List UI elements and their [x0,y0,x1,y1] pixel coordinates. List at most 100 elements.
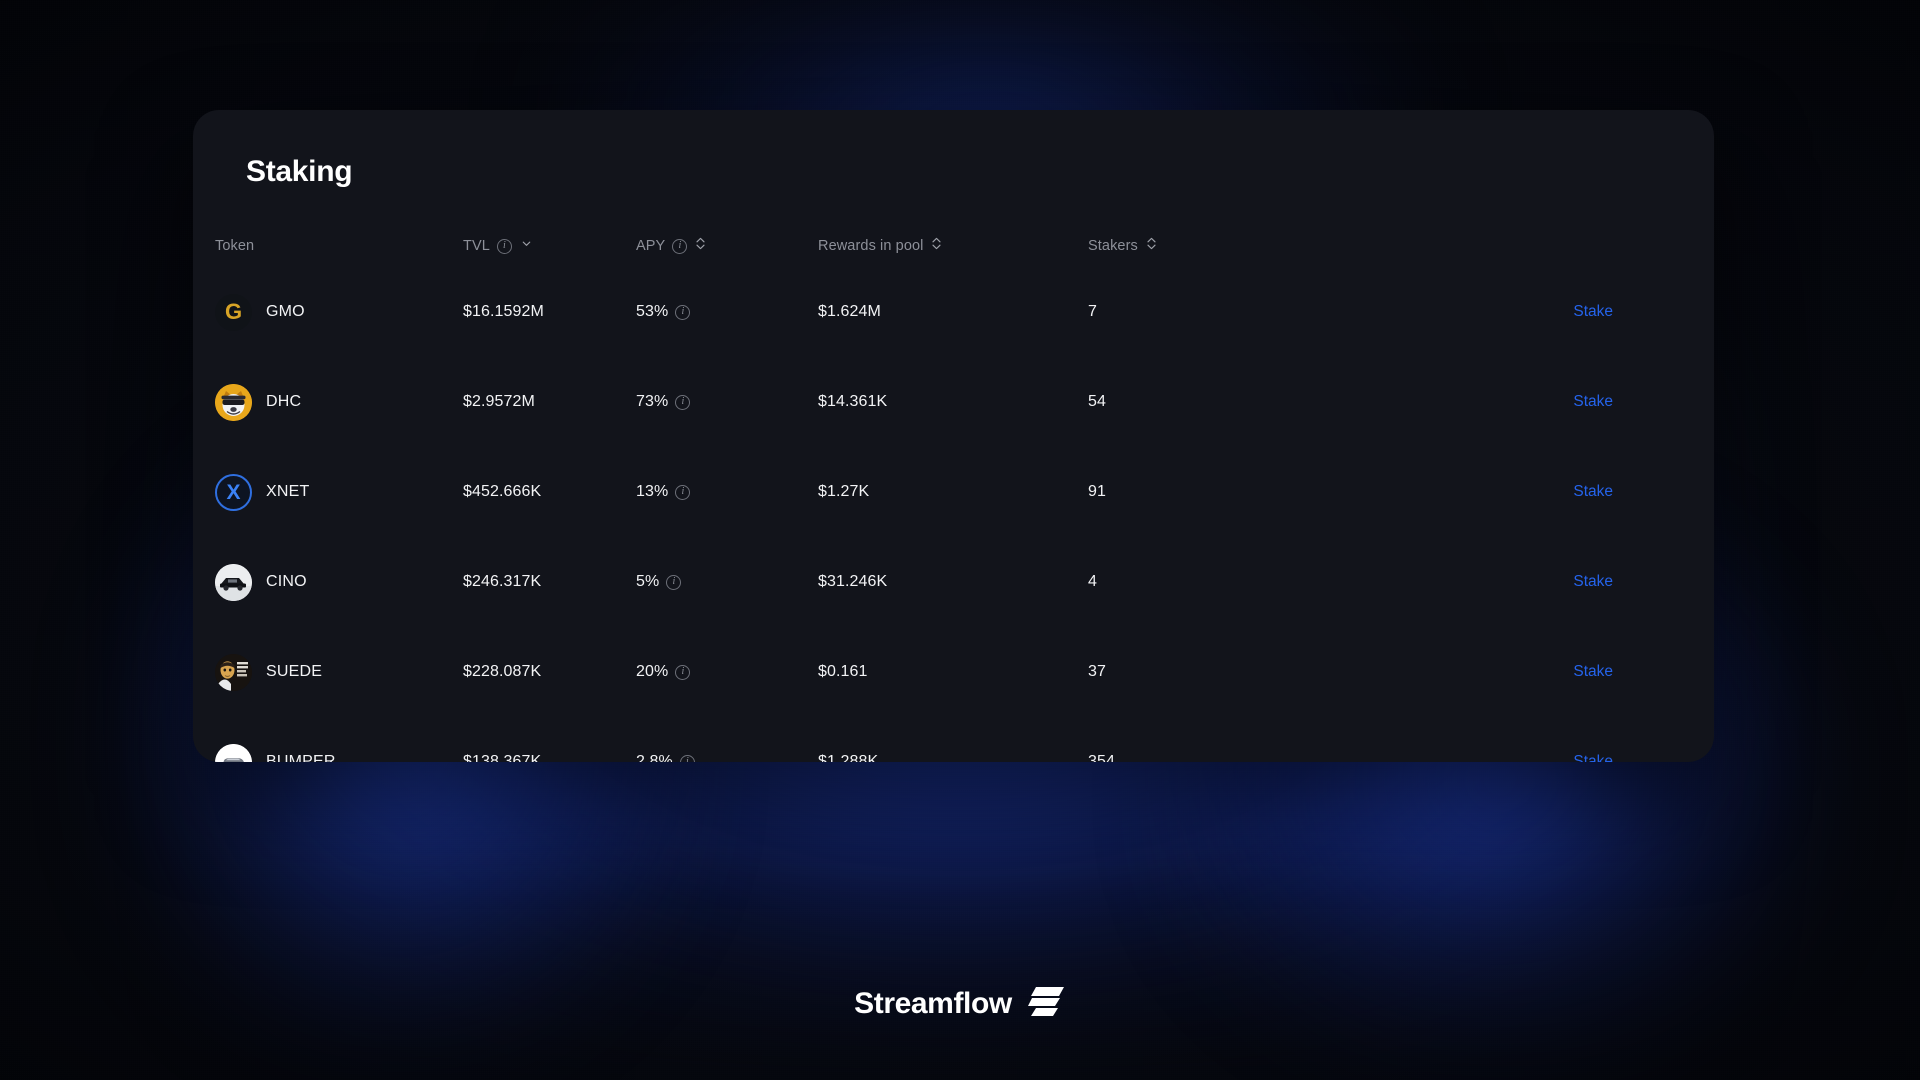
table-row[interactable]: CINO $246.317K 5% i $31.246K 4 Stake [193,537,1714,627]
sort-updown-icon[interactable] [931,236,942,256]
cino-token-logo [215,563,252,601]
column-header-rewards-in-pool[interactable]: Rewards in pool [818,236,942,256]
rewards-value: $14.361K [818,393,888,410]
table-row[interactable]: G GMO $16.1592M 53% i $1.624M 7 Stake [193,267,1714,357]
tvl-cell: $452.666K [463,483,541,501]
column-header-label: APY [636,238,666,254]
stakers-cell: 4 [1088,573,1097,591]
action-cell: Stake [1293,483,1668,501]
sort-updown-icon[interactable] [1146,236,1157,256]
info-icon[interactable]: i [675,484,691,500]
column-header-label: Token [215,238,255,254]
chevron-down-icon[interactable] [520,237,533,255]
token-cell: G GMO [215,293,305,331]
apy-value: 20% [636,663,669,680]
rewards-cell: $0.161 [818,663,868,681]
info-icon[interactable]: i [675,304,691,320]
stakers-cell: 7 [1088,303,1097,321]
stakers-value: 4 [1088,573,1097,590]
token-glyph: G [224,299,243,324]
info-icon[interactable]: i [675,394,691,410]
xnet-token-logo: X [215,473,252,511]
rewards-cell: $1.624M [818,303,881,321]
table-row[interactable]: SUEDE $228.087K 20% i $0.161 37 Stake [193,627,1714,717]
apy-cell: 5% i [636,573,682,591]
column-header-tvl[interactable]: TVL i [463,237,533,255]
stake-button[interactable]: Stake [1573,573,1613,590]
table-header-row: Token TVL i APY i [193,225,1714,267]
info-icon[interactable]: i [672,238,688,254]
token-glyph: X [226,480,241,504]
suede-token-logo [215,653,252,691]
info-icon[interactable]: i [675,664,691,680]
token-name: DHC [266,393,302,410]
apy-cell: 73% i [636,393,691,411]
tvl-cell: $2.9572M [463,393,535,411]
rewards-value: $1.27K [818,483,870,500]
column-header-label: Rewards in pool [818,238,924,254]
table-row[interactable]: BUMPER $138.367K 2.8% i $1.288K 354 Stak… [193,717,1714,762]
stakers-value: 54 [1088,393,1106,410]
token-cell: CINO [215,563,307,601]
tvl-value: $2.9572M [463,393,535,410]
stake-button[interactable]: Stake [1573,753,1613,762]
token-cell: X XNET [215,473,310,511]
info-icon[interactable]: i [666,574,682,590]
stakers-cell: 37 [1088,663,1106,681]
stake-button[interactable]: Stake [1573,303,1613,320]
stakers-cell: 354 [1088,753,1115,762]
stakers-cell: 54 [1088,393,1106,411]
rewards-cell: $1.27K [818,483,869,501]
info-icon[interactable]: i [679,754,695,762]
stake-button[interactable]: Stake [1573,393,1613,410]
token-name: CINO [266,573,307,590]
footer: Streamflow [0,985,1920,1022]
column-header-label: TVL [463,238,490,254]
apy-value: 2.8% [636,753,673,762]
staking-card: Staking Token TVL i APY i [193,110,1714,762]
sort-updown-icon[interactable] [695,236,706,256]
rewards-cell: $14.361K [818,393,887,411]
apy-value: 5% [636,573,660,590]
stake-button[interactable]: Stake [1573,663,1613,680]
portrait-avatar-art [215,653,252,691]
apy-value: 53% [636,303,669,320]
tvl-cell: $246.317K [463,573,541,591]
page-title: Staking [246,155,353,188]
stakers-value: 37 [1088,663,1106,680]
action-cell: Stake [1293,663,1668,681]
staking-table: Token TVL i APY i [193,225,1714,762]
column-header-token[interactable]: Token [215,238,254,254]
streamflow-s-logo [1027,985,1066,1022]
action-cell: Stake [1293,303,1668,321]
car-avatar-art [215,743,252,762]
dog-avatar-art [215,383,252,421]
rewards-value: $1.288K [818,753,879,762]
tvl-cell: $228.087K [463,663,541,681]
apy-cell: 20% i [636,663,691,681]
rewards-value: $31.246K [818,573,888,590]
action-cell: Stake [1293,753,1668,762]
rewards-cell: $1.288K [818,753,878,762]
tvl-value: $246.317K [463,573,542,590]
token-cell: SUEDE [215,653,323,691]
rewards-value: $0.161 [818,663,868,680]
token-name: XNET [266,483,310,500]
token-name: SUEDE [266,663,323,680]
table-row[interactable]: DHC $2.9572M 73% i $14.361K 54 Stake [193,357,1714,447]
tvl-value: $228.087K [463,663,542,680]
column-header-stakers[interactable]: Stakers [1088,236,1157,256]
rewards-value: $1.624M [818,303,881,320]
token-name: BUMPER [266,753,336,762]
column-header-apy[interactable]: APY i [636,236,706,256]
apy-cell: 2.8% i [636,753,695,762]
dhc-token-logo [215,383,252,421]
stake-button[interactable]: Stake [1573,483,1613,500]
column-header-label: Stakers [1088,238,1138,254]
token-cell: DHC [215,383,302,421]
table-row[interactable]: X XNET $452.666K 13% i $1.27K 91 Stake [193,447,1714,537]
info-icon[interactable]: i [496,238,512,254]
apy-value: 13% [636,483,669,500]
token-cell: BUMPER [215,743,336,762]
apy-cell: 13% i [636,483,691,501]
